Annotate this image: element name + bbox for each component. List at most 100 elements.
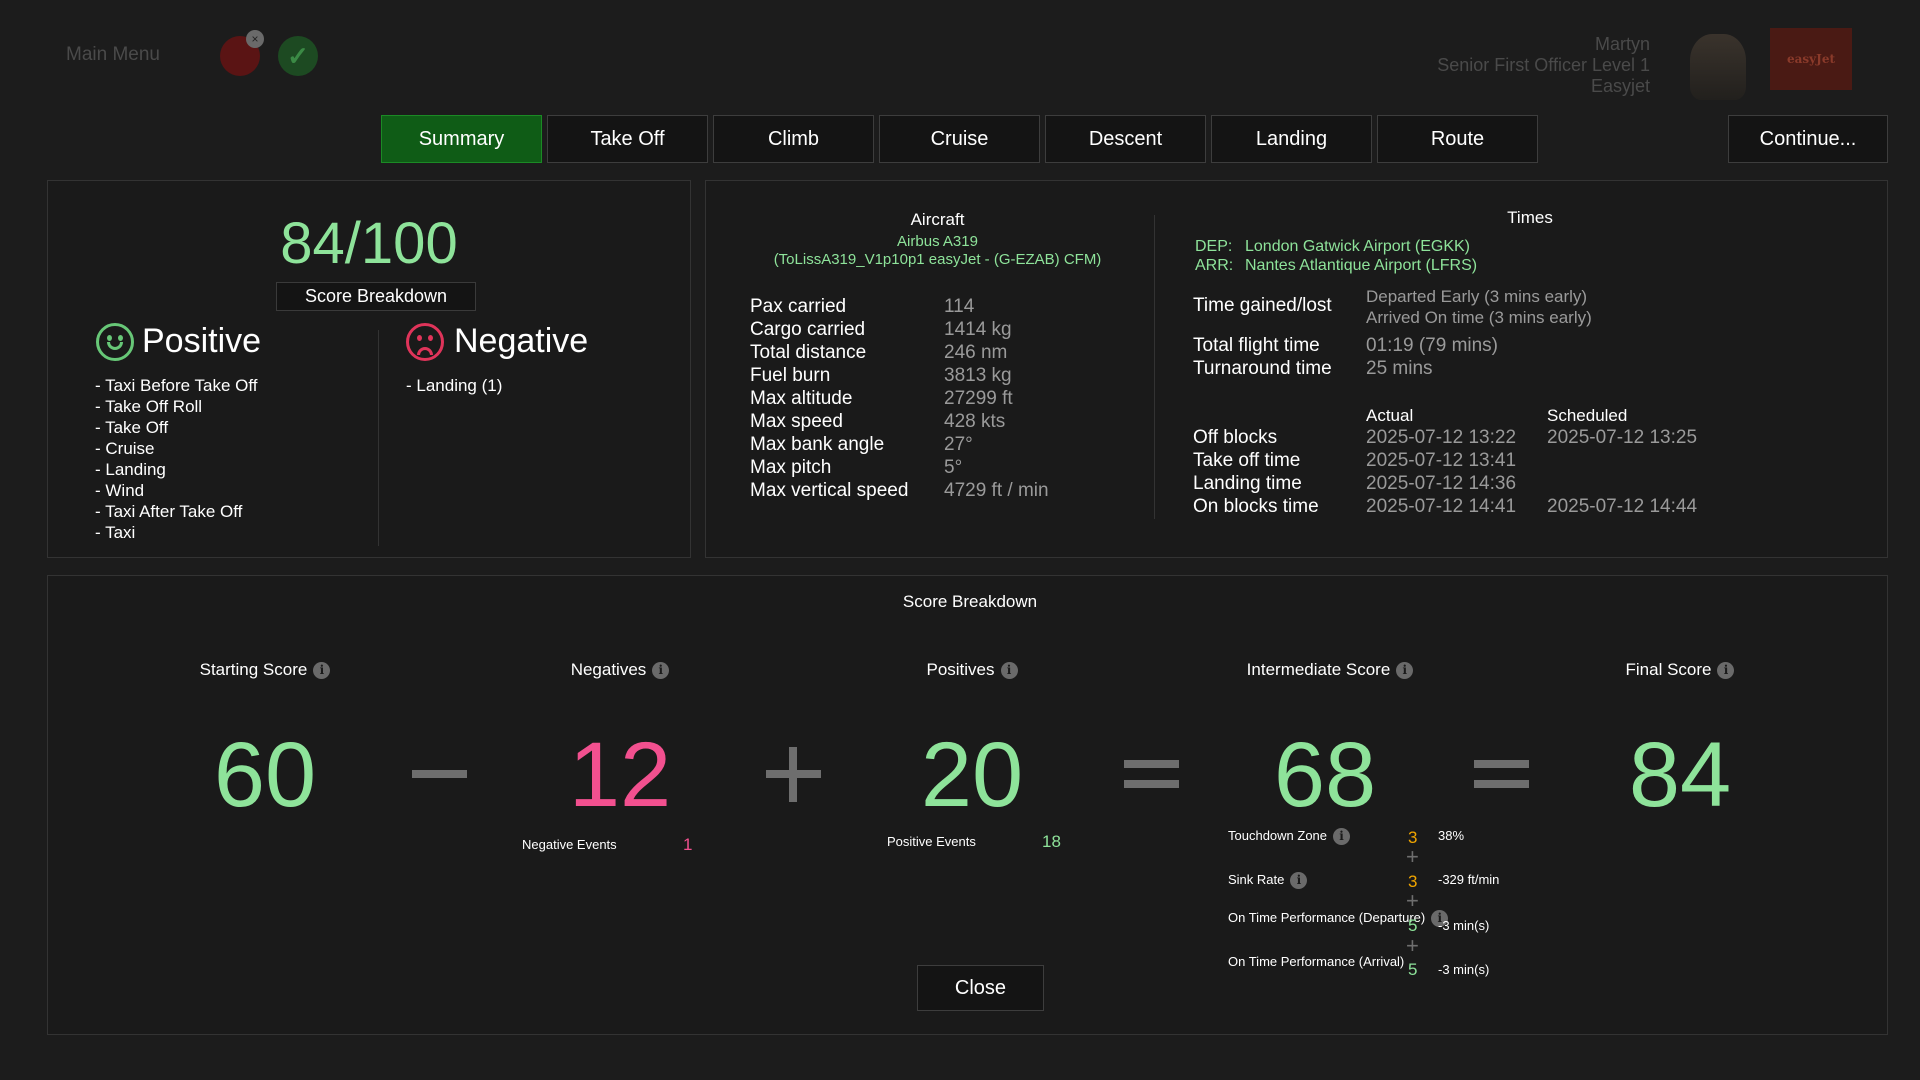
positive-list: - Taxi Before Take Off - Take Off Roll -… — [95, 375, 258, 543]
plus-icon — [789, 747, 797, 802]
dep-airport: London Gatwick Airport (EGKK) — [1245, 238, 1470, 255]
info-icon[interactable]: i — [1000, 662, 1018, 680]
breakdown-value: 38% — [1438, 828, 1465, 843]
breakdown-label: On Time Performance (Departure) i — [1228, 910, 1449, 928]
final-score-label: Final Score — [1625, 660, 1712, 679]
badge-icon: × — [246, 30, 264, 48]
plus-icon: + — [1406, 844, 1419, 869]
arr-key: ARR: — [1195, 257, 1234, 274]
list-item: - Wind — [95, 481, 145, 500]
aircraft-livery: (ToLissA319_V1p10p1 easyJet - (G-EZAB) C… — [773, 251, 1102, 268]
stat-value: 5° — [944, 457, 963, 478]
departed-status: Departed Early (3 mins early) — [1366, 287, 1588, 306]
stat-value: 3813 kg — [944, 365, 1012, 386]
stat-value: 27° — [944, 434, 973, 455]
list-item: - Taxi After Take Off — [95, 502, 243, 521]
details-panel — [705, 180, 1888, 558]
positives-label: Positives — [926, 660, 995, 679]
stat-value: 27299 ft — [944, 388, 1013, 409]
tab-landing[interactable]: Landing — [1211, 115, 1372, 163]
list-item: - Take Off Roll — [95, 397, 203, 416]
breakdown-score: 3 — [1408, 828, 1418, 847]
flight-durations: Total flight time Turnaround time — [1193, 334, 1332, 380]
arrived-status: Arrived On time (3 mins early) — [1366, 308, 1592, 327]
negative-heading: Negative — [454, 322, 589, 360]
scheduled-times: 2025-07-12 13:25 2025-07-12 14:44 — [1547, 426, 1697, 518]
time-gained-label: Time gained/lost — [1193, 295, 1332, 316]
breakdown-label: Sink Rate i — [1228, 872, 1378, 890]
aircraft-model: Airbus A319 — [897, 233, 978, 250]
main-menu-link[interactable]: Main Menu — [66, 44, 160, 65]
divider — [1154, 215, 1155, 519]
check-icon[interactable]: ✓ — [278, 36, 318, 76]
info-icon[interactable]: i — [1431, 910, 1449, 928]
continue-button[interactable]: Continue... — [1728, 115, 1888, 163]
user-rank: Senior First Officer Level 1 — [1437, 55, 1650, 75]
time-row-label: Landing time — [1193, 473, 1302, 494]
frown-icon — [406, 323, 444, 361]
intermediate-value: 68 — [1273, 724, 1377, 826]
stat-row: Max bank angle 27° — [750, 433, 1049, 456]
avatar[interactable] — [1690, 34, 1746, 100]
equals-icon — [1124, 780, 1179, 788]
breakdown-label: Touchdown Zone i — [1228, 828, 1378, 846]
negatives-label: Negatives — [570, 660, 647, 679]
breakdown-value: -3 min(s) — [1438, 962, 1490, 977]
scheduled-header: Scheduled — [1547, 406, 1628, 425]
breakdown-value: -329 ft/min — [1438, 872, 1500, 887]
info-icon[interactable]: i — [1333, 828, 1351, 846]
scheduled-time — [1547, 449, 1697, 472]
score-breakdown-button[interactable]: Score Breakdown — [276, 282, 476, 311]
breakdown-label: On Time Performance (Arrival) — [1228, 954, 1405, 969]
arr-airport: Nantes Atlantique Airport (LFRS) — [1245, 257, 1478, 274]
stat-row: Cargo carried 1414 kg — [750, 318, 1049, 341]
info-icon[interactable]: i — [1717, 662, 1735, 680]
list-item: - Take Off — [95, 418, 169, 437]
turnaround-label: Turnaround time — [1193, 358, 1332, 379]
negative-events-label: Negative Events — [522, 837, 617, 852]
stat-value: 4729 ft / min — [944, 480, 1049, 501]
equals-icon — [1474, 780, 1529, 788]
list-item: - Cruise — [95, 439, 155, 458]
tab-summary[interactable]: Summary — [381, 115, 542, 163]
positives-value: 20 — [920, 724, 1024, 826]
airline-logo: easyJet — [1770, 28, 1852, 90]
negative-list: - Landing (1) — [406, 375, 502, 396]
breakdown-panel — [47, 575, 1888, 1035]
info-icon[interactable]: i — [1396, 662, 1414, 680]
times-title: Times — [1507, 208, 1553, 227]
breakdown-value: -3 min(s) — [1438, 918, 1490, 933]
plus-icon: + — [1406, 888, 1419, 913]
time-gained-values: Departed Early (3 mins early) Arrived On… — [1366, 286, 1592, 328]
alert-icon[interactable]: × — [220, 30, 264, 76]
stat-row: Max speed 428 kts — [750, 410, 1049, 433]
equals-icon — [1474, 760, 1529, 768]
stat-row: Max altitude 27299 ft — [750, 387, 1049, 410]
stat-label: Total distance — [750, 342, 867, 363]
info-icon[interactable]: i — [313, 662, 331, 680]
total-score: 84/100 — [280, 211, 458, 276]
actual-time: 2025-07-12 13:41 — [1366, 450, 1517, 471]
list-item: - Taxi — [95, 523, 136, 542]
dep-key: DEP: — [1195, 238, 1233, 255]
stat-row: Max pitch 5° — [750, 456, 1049, 479]
tab-route[interactable]: Route — [1377, 115, 1538, 163]
user-name: Martyn — [1594, 34, 1650, 54]
info-icon[interactable]: i — [652, 662, 670, 680]
route-info: DEP: London Gatwick Airport (EGKK) ARR: Na… — [1195, 237, 1477, 275]
breakdown-score: 5 — [1408, 916, 1418, 935]
info-icon[interactable]: i — [1290, 872, 1308, 890]
tab-climb[interactable]: Climb — [713, 115, 874, 163]
aircraft-title: Aircraft — [910, 210, 965, 229]
intermediate-header: Intermediate Score i — [1200, 660, 1460, 680]
tab-take-off[interactable]: Take Off — [547, 115, 708, 163]
stat-row: Fuel burn 3813 kg — [750, 364, 1049, 387]
time-row-label: Off blocks — [1193, 427, 1278, 448]
close-button[interactable]: Close — [917, 965, 1044, 1011]
negatives-header: Negatives i — [520, 660, 720, 680]
stat-value: 246 nm — [944, 342, 1008, 363]
tab-descent[interactable]: Descent — [1045, 115, 1206, 163]
tab-cruise[interactable]: Cruise — [879, 115, 1040, 163]
intermediate-label: Intermediate Score — [1246, 660, 1391, 679]
stat-label: Max pitch — [750, 457, 832, 478]
